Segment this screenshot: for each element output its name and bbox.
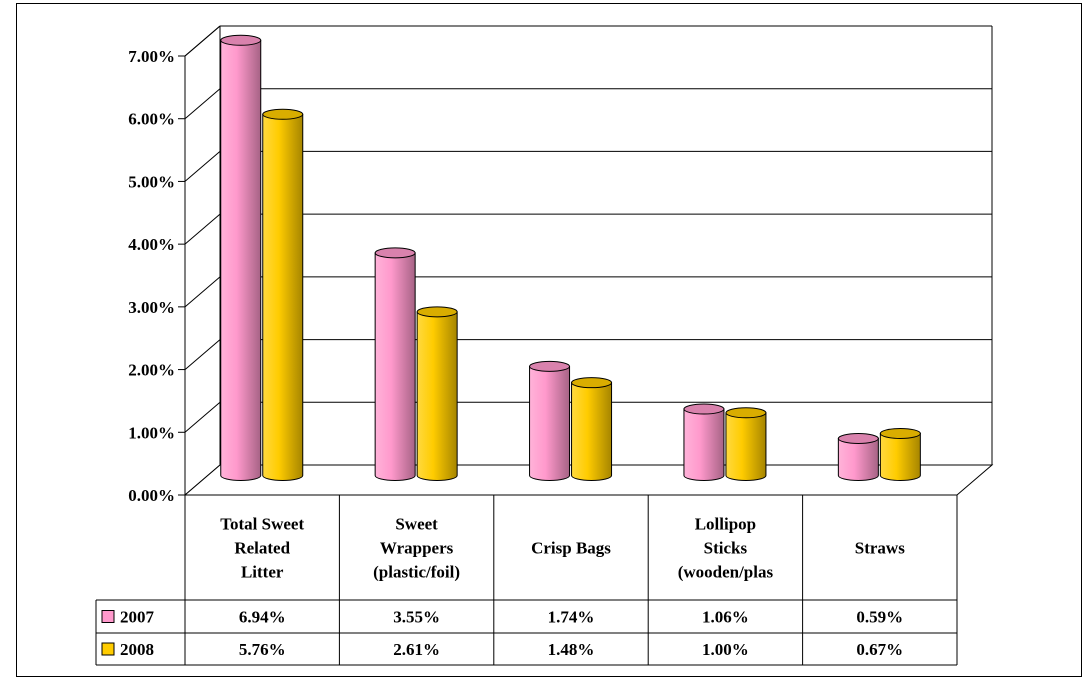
bar-top-2007-1: [374, 247, 416, 259]
bar-top-2008-4: [879, 427, 921, 439]
bar-2008-4: [879, 432, 921, 481]
y-tick-label: 6.00%: [128, 110, 175, 129]
bar-top-2008-3: [725, 407, 767, 419]
bar-2007-4: [837, 437, 879, 481]
y-tick-label: 7.00%: [128, 47, 175, 66]
data-label: 5.76%: [239, 640, 286, 659]
x-category-label: Straws: [855, 539, 905, 558]
side-gridline: [184, 25, 221, 57]
side-gridline: [184, 88, 221, 120]
x-category-label: Sweet: [395, 515, 438, 534]
bar-2008-2: [571, 382, 613, 481]
side-gridline: [184, 401, 221, 433]
x-category-label: Litter: [241, 563, 284, 582]
bar-2008-3: [725, 412, 767, 481]
y-tick-label: 3.00%: [128, 298, 175, 317]
legend-swatch-2008: [101, 642, 115, 656]
bar-2008-0: [262, 113, 304, 481]
bar-2007-2: [529, 365, 571, 481]
x-category-label: (plastic/foil): [373, 563, 460, 582]
bar-2007-0: [220, 39, 262, 481]
x-category-label: Lollipop: [695, 515, 756, 534]
side-gridline: [184, 276, 221, 308]
bar-top-2008-2: [571, 377, 613, 389]
x-category-label: Total Sweet: [220, 515, 304, 534]
bar-top-2007-4: [837, 432, 879, 444]
bar-top-2008-1: [416, 306, 458, 318]
data-label: 1.00%: [702, 640, 749, 659]
bar-top-2007-2: [529, 360, 571, 372]
bar-2007-3: [683, 408, 725, 481]
data-label: 0.59%: [856, 608, 903, 627]
bar-top-2007-3: [683, 403, 725, 415]
y-tick-label: 5.00%: [128, 172, 175, 191]
x-category-label: Related: [234, 539, 290, 558]
data-label: 1.06%: [702, 608, 749, 627]
data-label: 0.67%: [856, 640, 903, 659]
bar-top-2008-0: [262, 108, 304, 120]
bar-top-2007-0: [220, 34, 262, 46]
bar-2008-1: [416, 311, 458, 481]
side-gridline: [184, 339, 221, 370]
data-label: 1.74%: [548, 608, 595, 627]
legend-swatch-2007: [101, 610, 115, 623]
side-gridline: [184, 213, 221, 245]
side-gridline: [184, 151, 221, 182]
x-category-label: Crisp Bags: [531, 539, 611, 558]
legend-label: 2007: [120, 608, 155, 627]
x-category-label: Sticks: [704, 539, 748, 558]
data-label: 2.61%: [393, 640, 440, 659]
y-tick-label: 2.00%: [128, 361, 175, 380]
y-tick-label: 0.00%: [128, 486, 175, 505]
data-label: 1.48%: [548, 640, 595, 659]
y-tick-label: 4.00%: [128, 235, 175, 254]
data-label: 3.55%: [393, 608, 440, 627]
data-label: 6.94%: [239, 608, 286, 627]
x-category-label: Wrappers: [380, 539, 454, 558]
legend-label: 2008: [120, 640, 154, 659]
x-category-label: (wooden/plas: [678, 563, 774, 582]
bar-2007-1: [374, 252, 416, 481]
y-tick-label: 1.00%: [128, 423, 175, 442]
